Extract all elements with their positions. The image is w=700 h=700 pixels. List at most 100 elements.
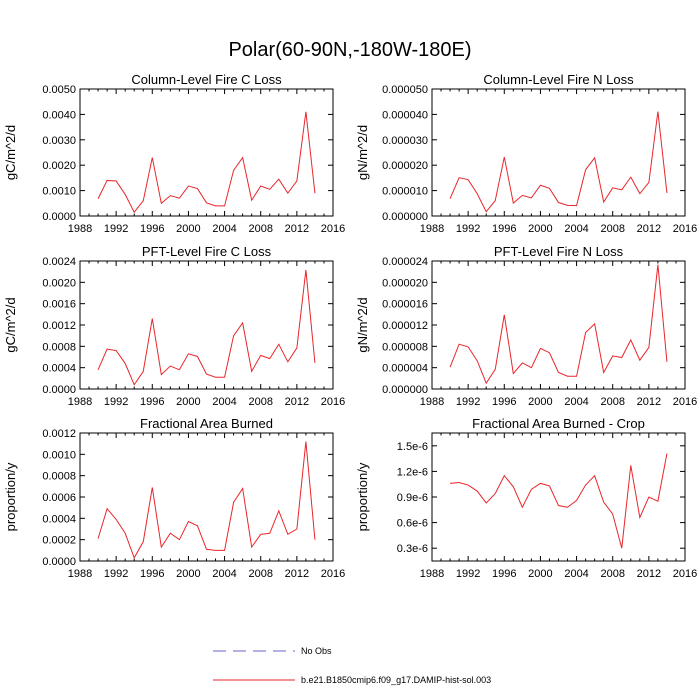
chart-panel-4: PFT-Level Fire N Loss gN/m^2/d 1988 1992 199… — [355, 244, 697, 408]
x-tick-label: 2000 — [528, 223, 552, 235]
x-tick-label: 2008 — [600, 223, 624, 235]
y-tick-label: 0.0002 — [42, 535, 76, 547]
panel-title: Fractional Area Burned — [140, 416, 273, 431]
y-tick-label: 0.0008 — [42, 341, 76, 353]
y-axis-label: proportion/y — [3, 462, 18, 531]
y-tick-label: 0.000010 — [382, 186, 428, 198]
y-tick-label: 0.000000 — [382, 384, 428, 396]
y-tick-label: 0.0040 — [42, 109, 76, 121]
x-tick-label: 2016 — [321, 396, 345, 408]
x-tick-label: 1992 — [456, 568, 480, 580]
x-tick-label: 2016 — [673, 396, 697, 408]
panel-title: PFT-Level Fire C Loss — [142, 244, 272, 259]
y-axis-label: gN/m^2/d — [355, 125, 370, 180]
panel-title: Fractional Area Burned - Crop — [472, 416, 645, 431]
panel-title: Column-Level Fire N Loss — [483, 72, 634, 87]
y-tick-label: 0.3e-6 — [397, 543, 428, 555]
y-tick-label: 0.0010 — [42, 449, 76, 461]
y-tick-label: 0.0016 — [42, 299, 76, 311]
y-tick-label: 0.000016 — [382, 299, 428, 311]
chart-panel-6: Fractional Area Burned - Crop proportion/… — [355, 416, 697, 580]
series-line — [97, 441, 316, 559]
x-tick-label: 2008 — [600, 568, 624, 580]
chart-panel-2: Column-Level Fire N Loss gN/m^2/d 1988 1992… — [355, 72, 697, 235]
x-tick-label: 2012 — [637, 568, 661, 580]
series-line — [449, 111, 668, 213]
x-tick-label: 2016 — [321, 568, 345, 580]
x-tick-label: 2016 — [673, 568, 697, 580]
x-tick-label: 1988 — [68, 396, 92, 408]
y-tick-label: 0.0000 — [42, 556, 76, 568]
series-line — [97, 270, 316, 386]
y-axis-label: gC/m^2/d — [3, 125, 18, 180]
x-tick-label: 2004 — [564, 396, 588, 408]
x-tick-label: 1992 — [104, 568, 128, 580]
y-tick-label: 1.5e-6 — [397, 441, 428, 453]
chart-panel-3: PFT-Level Fire C Loss gC/m^2/d 1988 1992 199… — [3, 244, 345, 408]
x-tick-label: 2012 — [285, 223, 309, 235]
y-tick-label: 1.2e-6 — [397, 466, 428, 478]
legend: No Obs b.e21.B1850cmip6.f09_g17.DAMIP-hi… — [213, 646, 491, 685]
y-tick-label: 0.000000 — [382, 211, 428, 223]
x-tick-label: 1992 — [456, 396, 480, 408]
chart-panel-5: Fractional Area Burned proportion/y 1988 19… — [3, 416, 345, 580]
plot-frame — [431, 432, 686, 562]
y-axis-label: gN/m^2/d — [355, 297, 370, 352]
x-tick-label: 2004 — [564, 568, 588, 580]
panel-title: PFT-Level Fire N Loss — [494, 244, 624, 259]
x-tick-label: 2004 — [212, 223, 236, 235]
y-tick-label: 0.000040 — [382, 109, 428, 121]
plot-frame — [79, 432, 334, 562]
y-axis-label: gC/m^2/d — [3, 297, 18, 352]
chart-panels: Column-Level Fire C Loss gC/m^2/d 1988 1992… — [3, 72, 697, 580]
x-tick-label: 1996 — [492, 568, 516, 580]
x-tick-label: 1988 — [68, 568, 92, 580]
y-tick-label: 0.000020 — [382, 277, 428, 289]
y-tick-label: 0.0020 — [42, 277, 76, 289]
x-tick-label: 2008 — [248, 396, 272, 408]
plot-frame — [431, 260, 686, 390]
x-tick-label: 2000 — [176, 396, 200, 408]
y-tick-label: 0.0010 — [42, 186, 76, 198]
y-tick-label: 0.0000 — [42, 384, 76, 396]
x-tick-label: 2000 — [176, 568, 200, 580]
y-tick-label: 0.0030 — [42, 135, 76, 147]
x-tick-label: 2000 — [528, 396, 552, 408]
x-tick-label: 2008 — [600, 396, 624, 408]
y-tick-label: 0.6e-6 — [397, 518, 428, 530]
y-tick-label: 0.0006 — [42, 492, 76, 504]
x-tick-label: 1996 — [492, 396, 516, 408]
y-tick-label: 0.000050 — [382, 84, 428, 96]
x-tick-label: 1996 — [492, 223, 516, 235]
y-tick-label: 0.000004 — [382, 363, 428, 375]
x-tick-label: 2008 — [248, 223, 272, 235]
x-tick-label: 2000 — [176, 223, 200, 235]
y-tick-label: 0.000008 — [382, 341, 428, 353]
x-tick-label: 1988 — [420, 223, 444, 235]
x-tick-label: 2016 — [673, 223, 697, 235]
x-tick-label: 2000 — [528, 568, 552, 580]
plot-frame — [431, 88, 686, 217]
x-tick-label: 2016 — [321, 223, 345, 235]
panel-title: Column-Level Fire C Loss — [131, 72, 282, 87]
x-tick-label: 2012 — [637, 223, 661, 235]
x-tick-label: 1992 — [104, 396, 128, 408]
y-tick-label: 0.0020 — [42, 160, 76, 172]
legend-label-model: b.e21.B1850cmip6.f09_g17.DAMIP-hist-sol.… — [301, 675, 491, 685]
series-line — [450, 453, 668, 549]
y-tick-label: 0.0012 — [42, 428, 76, 440]
x-tick-label: 1988 — [420, 396, 444, 408]
x-tick-label: 2004 — [564, 223, 588, 235]
plot-frame — [79, 88, 334, 217]
x-tick-label: 2012 — [637, 396, 661, 408]
y-tick-label: 0.000020 — [382, 160, 428, 172]
y-tick-label: 0.0004 — [42, 363, 76, 375]
legend-label-no-obs: No Obs — [301, 646, 332, 656]
x-tick-label: 1992 — [456, 223, 480, 235]
x-tick-label: 2004 — [212, 568, 236, 580]
y-axis-label: proportion/y — [355, 462, 370, 531]
plot-frame — [79, 260, 334, 390]
y-tick-label: 0.0050 — [42, 84, 76, 96]
x-tick-label: 1996 — [140, 568, 164, 580]
x-tick-label: 2012 — [285, 396, 309, 408]
